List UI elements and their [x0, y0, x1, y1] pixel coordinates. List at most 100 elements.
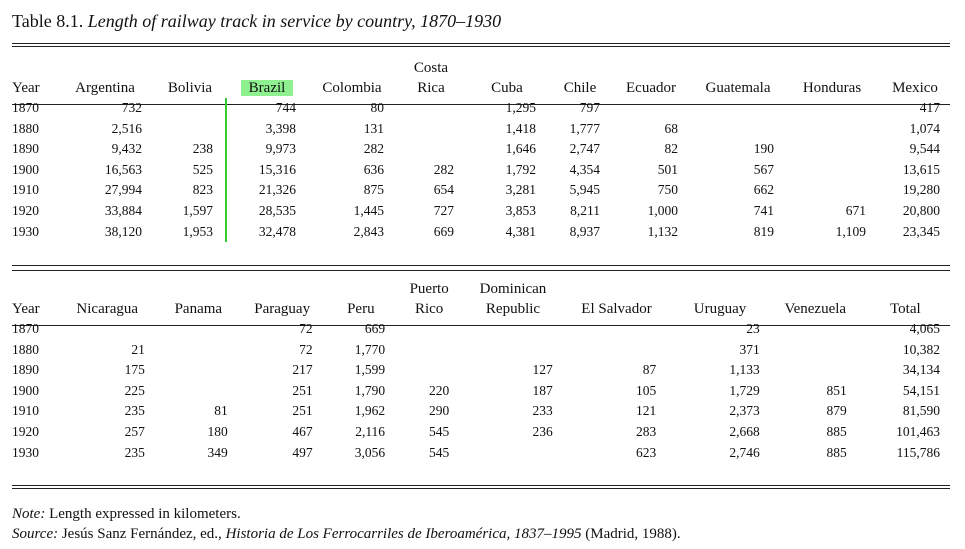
column-header: Year [12, 301, 40, 317]
table-caption: Table 8.1. Length of railway track in se… [12, 10, 501, 32]
column-header-brazil-highlighted: Brazil [226, 58, 308, 98]
top-rule-double [12, 46, 950, 47]
year-cell: 1900 [12, 161, 39, 177]
value-cell: 54,151 [902, 382, 940, 398]
value-cell: 2,516 [111, 120, 142, 136]
value-cell: 1,770 [354, 341, 386, 357]
value-cell: 1,729 [729, 382, 760, 398]
column-header: Dominican Republic [479, 281, 547, 317]
value-cell: 127 [532, 362, 553, 378]
value-cell: 68 [664, 120, 679, 136]
value-cell: 21,326 [225, 180, 308, 201]
value-cell [565, 319, 669, 340]
value-cell: 823 [192, 182, 213, 198]
column-header: El Salvador [581, 301, 652, 317]
table-row: 1870 732 744 80 1,295 797 417 [12, 98, 952, 119]
value-cell: 9,544 [909, 141, 940, 157]
value-cell: 371 [739, 341, 760, 357]
table-row: 1900 225 251 1,790 220 187 105 1,729 851 54,151 [12, 381, 952, 402]
value-cell: 33,884 [104, 202, 142, 218]
column-header: Puerto Rico [409, 281, 449, 317]
value-cell: 797 [579, 100, 600, 115]
value-cell: 1,646 [505, 141, 536, 157]
value-cell: 744 [225, 98, 308, 119]
value-cell: 501 [657, 161, 678, 177]
value-cell: 34,134 [902, 362, 940, 378]
value-cell: 1,074 [909, 120, 940, 136]
value-cell: 32,478 [225, 221, 308, 243]
value-cell: 1,133 [729, 362, 760, 378]
value-cell: 290 [428, 403, 450, 419]
value-cell: 750 [657, 182, 678, 198]
year-cell: 1880 [12, 341, 39, 357]
table-row: 1890 9,432 238 9,973 282 1,646 2,747 82 190 9,544 [12, 139, 952, 160]
value-cell [786, 160, 878, 181]
header-row: Year Nicaragua Panama Paraguay Peru Puer… [12, 279, 952, 319]
value-cell: 8,211 [570, 202, 600, 218]
column-header: Paraguay [254, 301, 311, 317]
column-header: Honduras [802, 80, 862, 96]
value-cell: 9,973 [225, 139, 308, 160]
value-cell [396, 98, 466, 119]
value-cell: 27,994 [104, 182, 142, 198]
value-cell [154, 119, 226, 140]
year-cell: 1930 [12, 223, 39, 239]
value-cell [396, 139, 466, 160]
bottom-rule-1 [12, 265, 950, 266]
value-cell [397, 340, 461, 361]
bottom-rule-2-double [12, 488, 950, 489]
value-cell: 732 [121, 100, 142, 115]
value-cell: 238 [192, 141, 213, 157]
year-cell: 1910 [12, 403, 39, 419]
column-header: Uruguay [693, 301, 747, 317]
value-cell: 87 [642, 362, 657, 378]
year-cell: 1870 [12, 321, 39, 336]
value-cell: 1,792 [505, 161, 536, 177]
value-cell: 16,563 [104, 161, 142, 177]
table-row: 1870 72 669 23 4,065 [12, 319, 952, 340]
value-cell: 4,065 [909, 321, 940, 336]
value-cell: 9,432 [111, 141, 142, 157]
source-line: Source: Jesús Sanz Fernández, ed., Histo… [12, 524, 681, 544]
value-cell: 225 [124, 382, 145, 398]
value-cell: 82 [664, 141, 679, 157]
value-cell: 20,800 [902, 202, 940, 218]
value-cell [397, 360, 461, 381]
year-cell: 1900 [12, 382, 39, 398]
column-header: Bolivia [167, 80, 213, 96]
value-cell: 1,597 [182, 202, 213, 218]
value-cell: 1,962 [354, 403, 386, 419]
value-cell [565, 340, 669, 361]
value-cell [772, 319, 859, 340]
year-cell: 1920 [12, 423, 39, 439]
year-cell: 1890 [12, 141, 39, 157]
value-cell: 1,445 [353, 202, 384, 218]
column-header: Nicaragua [76, 301, 139, 317]
value-cell: 669 [433, 223, 454, 239]
value-cell: 1,132 [647, 223, 678, 239]
value-cell: 1,953 [182, 223, 213, 239]
value-cell: 654 [433, 182, 454, 198]
value-cell: 885 [826, 423, 847, 439]
value-cell [772, 340, 859, 361]
value-cell: 525 [192, 161, 213, 177]
value-cell [690, 119, 786, 140]
value-cell [396, 119, 466, 140]
table-number: Table 8.1. [12, 11, 84, 31]
value-cell: 2,116 [355, 423, 386, 439]
value-cell [612, 98, 690, 119]
year-cell: 1910 [12, 182, 39, 198]
year-cell: 1930 [12, 444, 39, 460]
column-header: Panama [174, 301, 223, 317]
value-cell: 3,281 [505, 182, 536, 198]
source-label: Source: [12, 526, 59, 542]
value-cell: 257 [124, 423, 145, 439]
value-cell: 417 [919, 100, 940, 115]
railway-table-part-1: Year Argentina Bolivia Brazil Colombia C… [12, 58, 952, 243]
table-row: 1890 175 217 1,599 127 87 1,133 34,134 [12, 360, 952, 381]
value-cell: 623 [636, 444, 657, 460]
value-cell: 10,382 [902, 341, 940, 357]
value-cell: 81,590 [902, 403, 940, 419]
source-title: Historia de Los Ferrocarriles de Iberoam… [225, 526, 582, 542]
value-cell [157, 340, 240, 361]
